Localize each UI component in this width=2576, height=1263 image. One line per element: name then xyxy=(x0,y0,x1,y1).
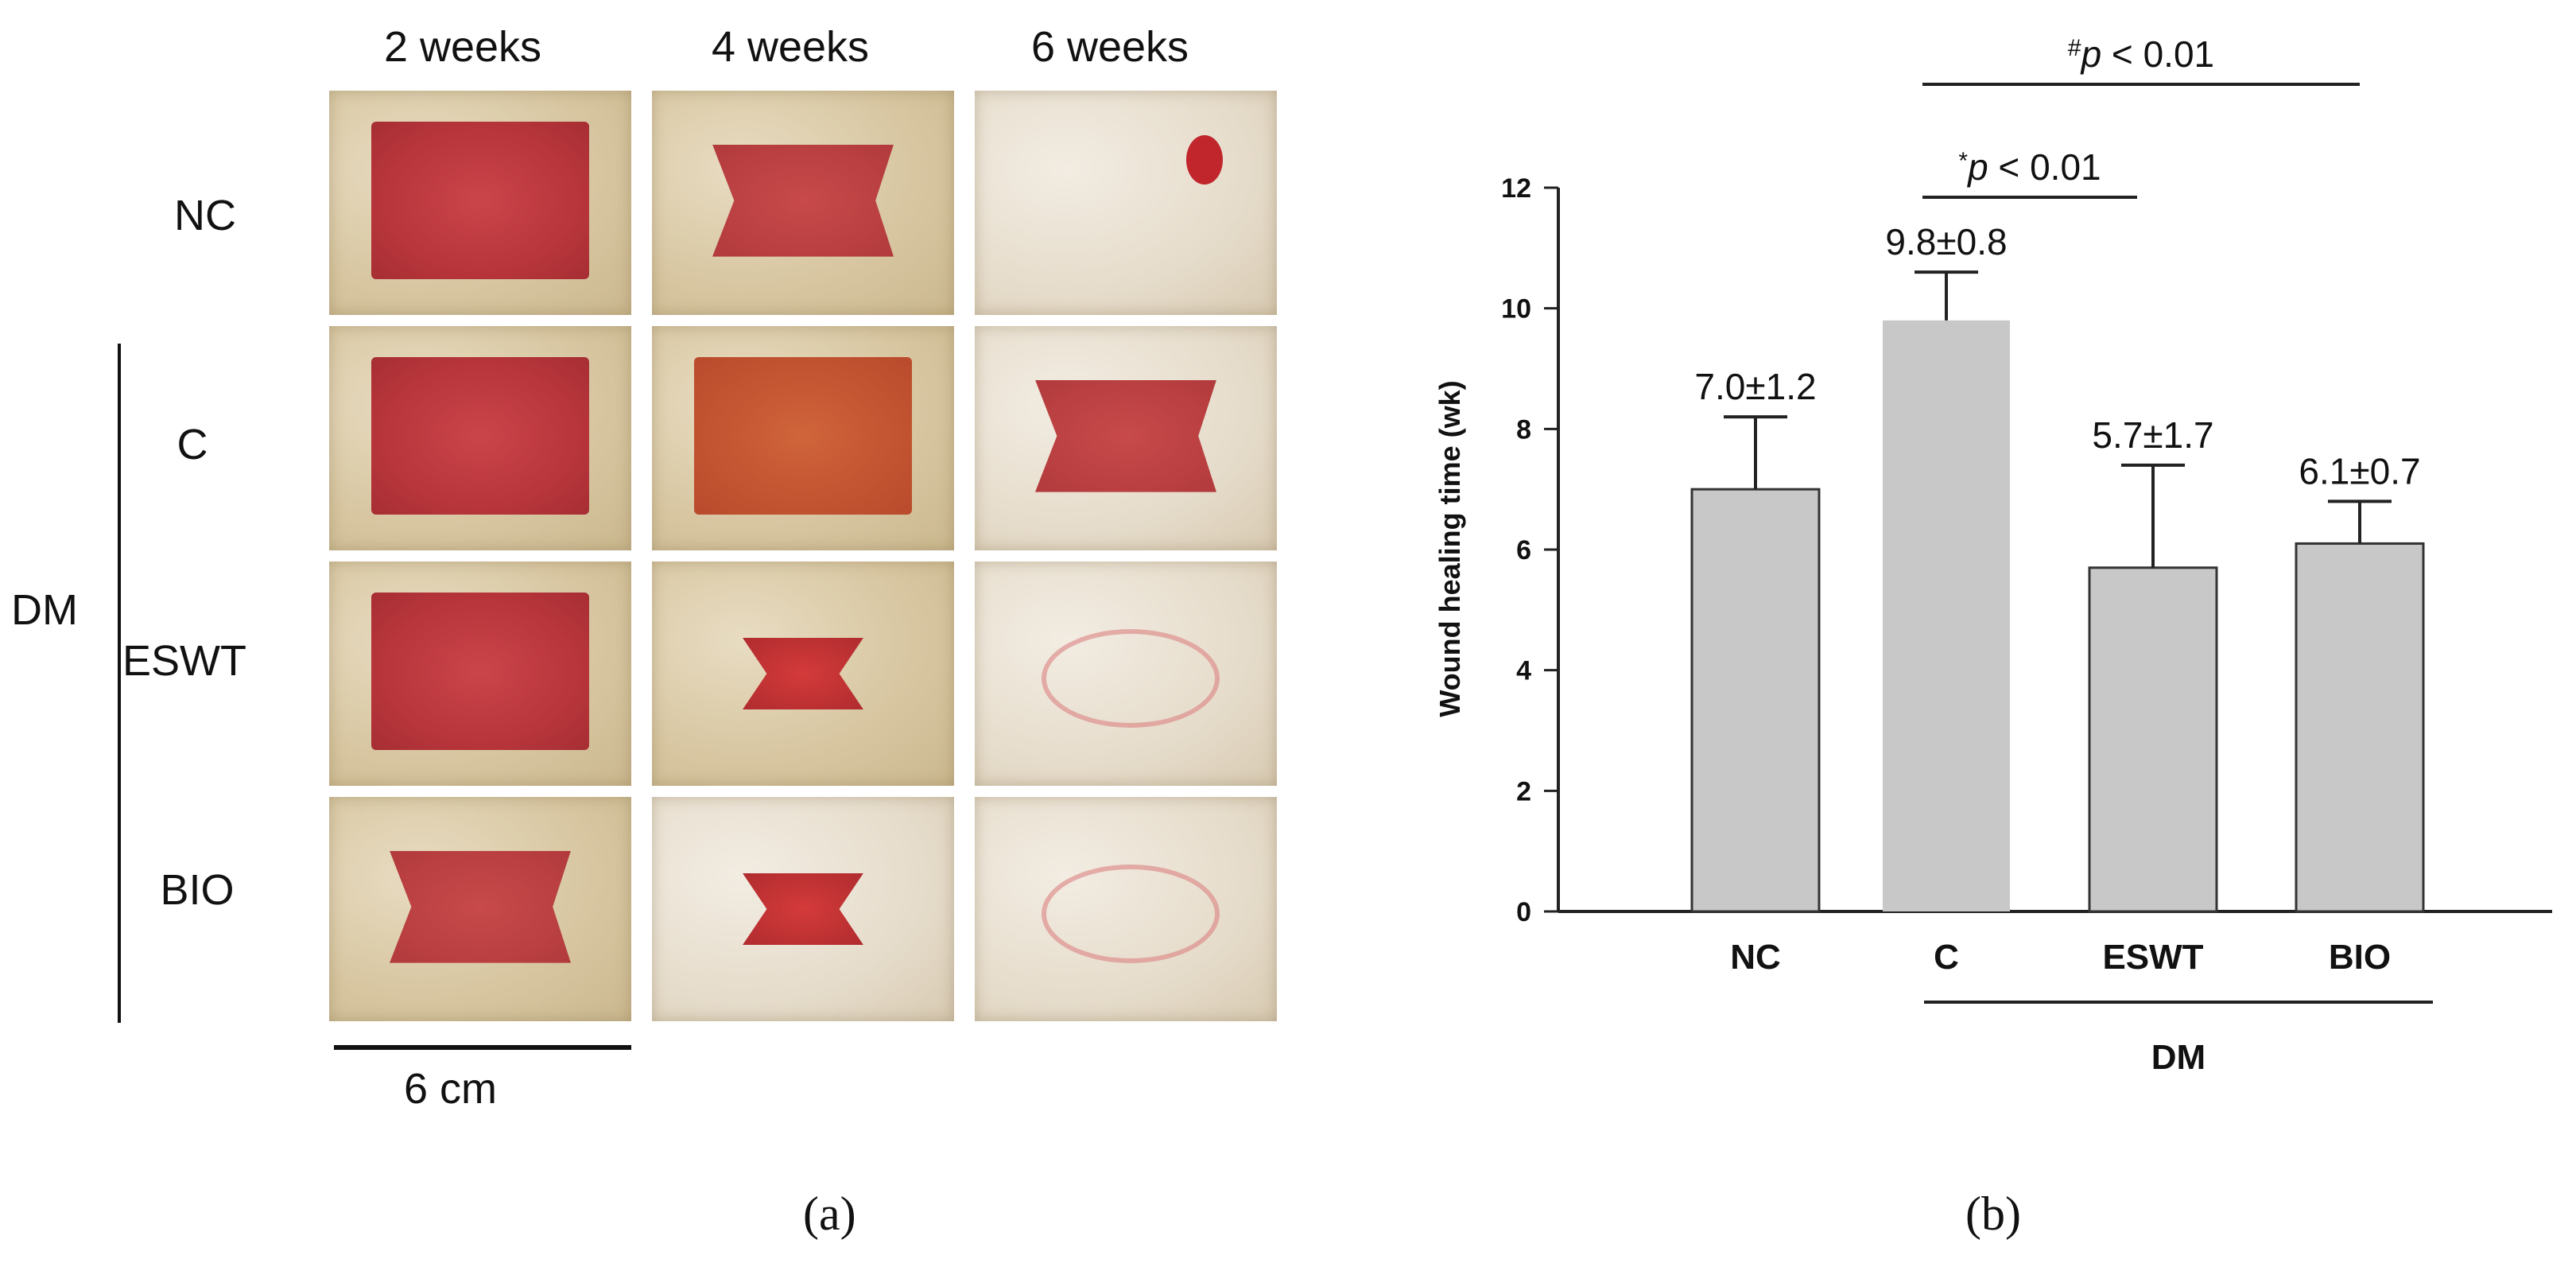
bar-bio xyxy=(2295,542,2425,913)
panel-label-b: (b) xyxy=(1965,1187,2021,1240)
bar-nc xyxy=(1690,488,1821,913)
group-label-dm: DM xyxy=(11,586,78,634)
wound-photo-c-6-weeks xyxy=(975,326,1277,550)
y-tick-label: 6 xyxy=(1516,535,1531,565)
bar-eswt xyxy=(2088,566,2218,913)
y-tick-label: 10 xyxy=(1501,294,1531,324)
wound-photo-eswt-6-weeks xyxy=(975,562,1277,786)
wound-photo-nc-2-weeks xyxy=(329,91,631,315)
x-group-label-dm: DM xyxy=(2151,1038,2206,1077)
wound-photo-eswt-2-weeks xyxy=(329,562,631,786)
category-label-bio: BIO xyxy=(2329,938,2391,977)
wound-photo-bio-6-weeks xyxy=(975,797,1277,1021)
category-label-c: C xyxy=(1934,938,1959,977)
significance-label-1: *p < 0.01 xyxy=(1958,146,2101,188)
scale-bar-label: 6 cm xyxy=(404,1065,498,1113)
column-label-4-weeks: 4 weeks xyxy=(711,23,870,71)
y-tick-label: 0 xyxy=(1516,897,1531,927)
wound-photo-bio-4-weeks xyxy=(652,797,954,1021)
column-label-2-weeks: 2 weeks xyxy=(383,23,542,71)
wound-photo-c-2-weeks xyxy=(329,326,631,550)
wound-photo-bio-2-weeks xyxy=(329,797,631,1021)
group-bracket-dm xyxy=(118,344,121,1023)
wound-photo-eswt-4-weeks xyxy=(652,562,954,786)
bar-c xyxy=(1883,320,2010,911)
wound-photo-nc-6-weeks xyxy=(975,91,1277,315)
wound-photo-c-4-weeks xyxy=(652,326,954,550)
row-label-nc: NC xyxy=(174,192,236,239)
panel-label-a: (a) xyxy=(803,1187,856,1240)
data-label-nc: 7.0±1.2 xyxy=(1694,366,1816,407)
row-label-c: C xyxy=(177,421,208,468)
significance-label-2: #p < 0.01 xyxy=(2068,33,2214,75)
category-label-eswt: ESWT xyxy=(2102,938,2203,977)
data-label-bio: 6.1±0.7 xyxy=(2299,450,2420,492)
data-label-eswt: 5.7±1.7 xyxy=(2092,414,2213,456)
column-label-6-weeks: 6 weeks xyxy=(1030,23,1189,71)
row-label-eswt: ESWT xyxy=(122,637,246,685)
y-tick-label: 12 xyxy=(1501,173,1531,204)
row-label-bio: BIO xyxy=(160,866,235,914)
y-tick-label: 8 xyxy=(1516,414,1531,445)
y-tick-label: 2 xyxy=(1516,776,1531,806)
scale-bar xyxy=(334,1045,631,1050)
y-tick-label: 4 xyxy=(1516,656,1531,686)
category-label-nc: NC xyxy=(1730,938,1781,977)
y-axis-label: Wound healing time (wk) xyxy=(1433,380,1466,717)
wound-photo-nc-4-weeks xyxy=(652,91,954,315)
data-label-c: 9.8±0.8 xyxy=(1885,221,2007,262)
